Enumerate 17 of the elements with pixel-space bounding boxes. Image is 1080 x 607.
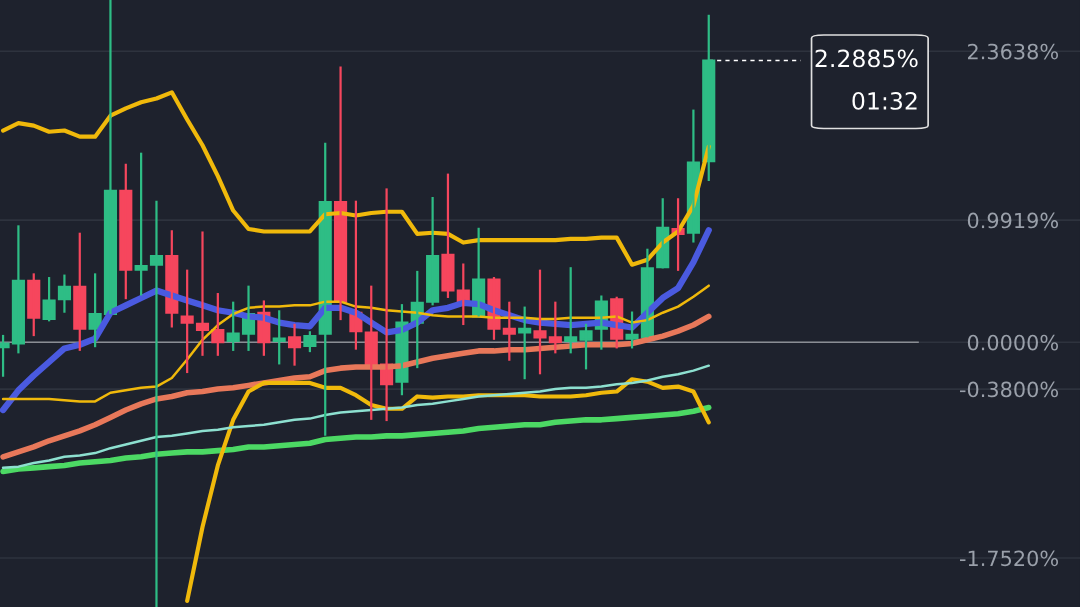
candlestick: [579, 322, 593, 371]
line-series: [1, 364, 710, 470]
candlestick: [564, 266, 578, 355]
text: 01:32: [852, 92, 917, 110]
line-series: [1, 284, 710, 403]
candlestick: [625, 310, 639, 350]
candlestick: [180, 268, 194, 375]
y-tick-label: 2.3638%: [968, 43, 1059, 60]
line-series: [0, 90, 711, 267]
y-tick-label: 0.9919%: [967, 212, 1059, 229]
candlestick: [441, 172, 455, 300]
candlestick: [134, 151, 148, 297]
y-tick-label: -0.3800%: [959, 381, 1059, 398]
y-tick-label: 0.0000%: [967, 334, 1059, 351]
ref-line-label: 2.2885%: [815, 49, 918, 68]
y-tick-label: -1.7520%: [959, 550, 1059, 567]
candlestick: [533, 268, 547, 376]
